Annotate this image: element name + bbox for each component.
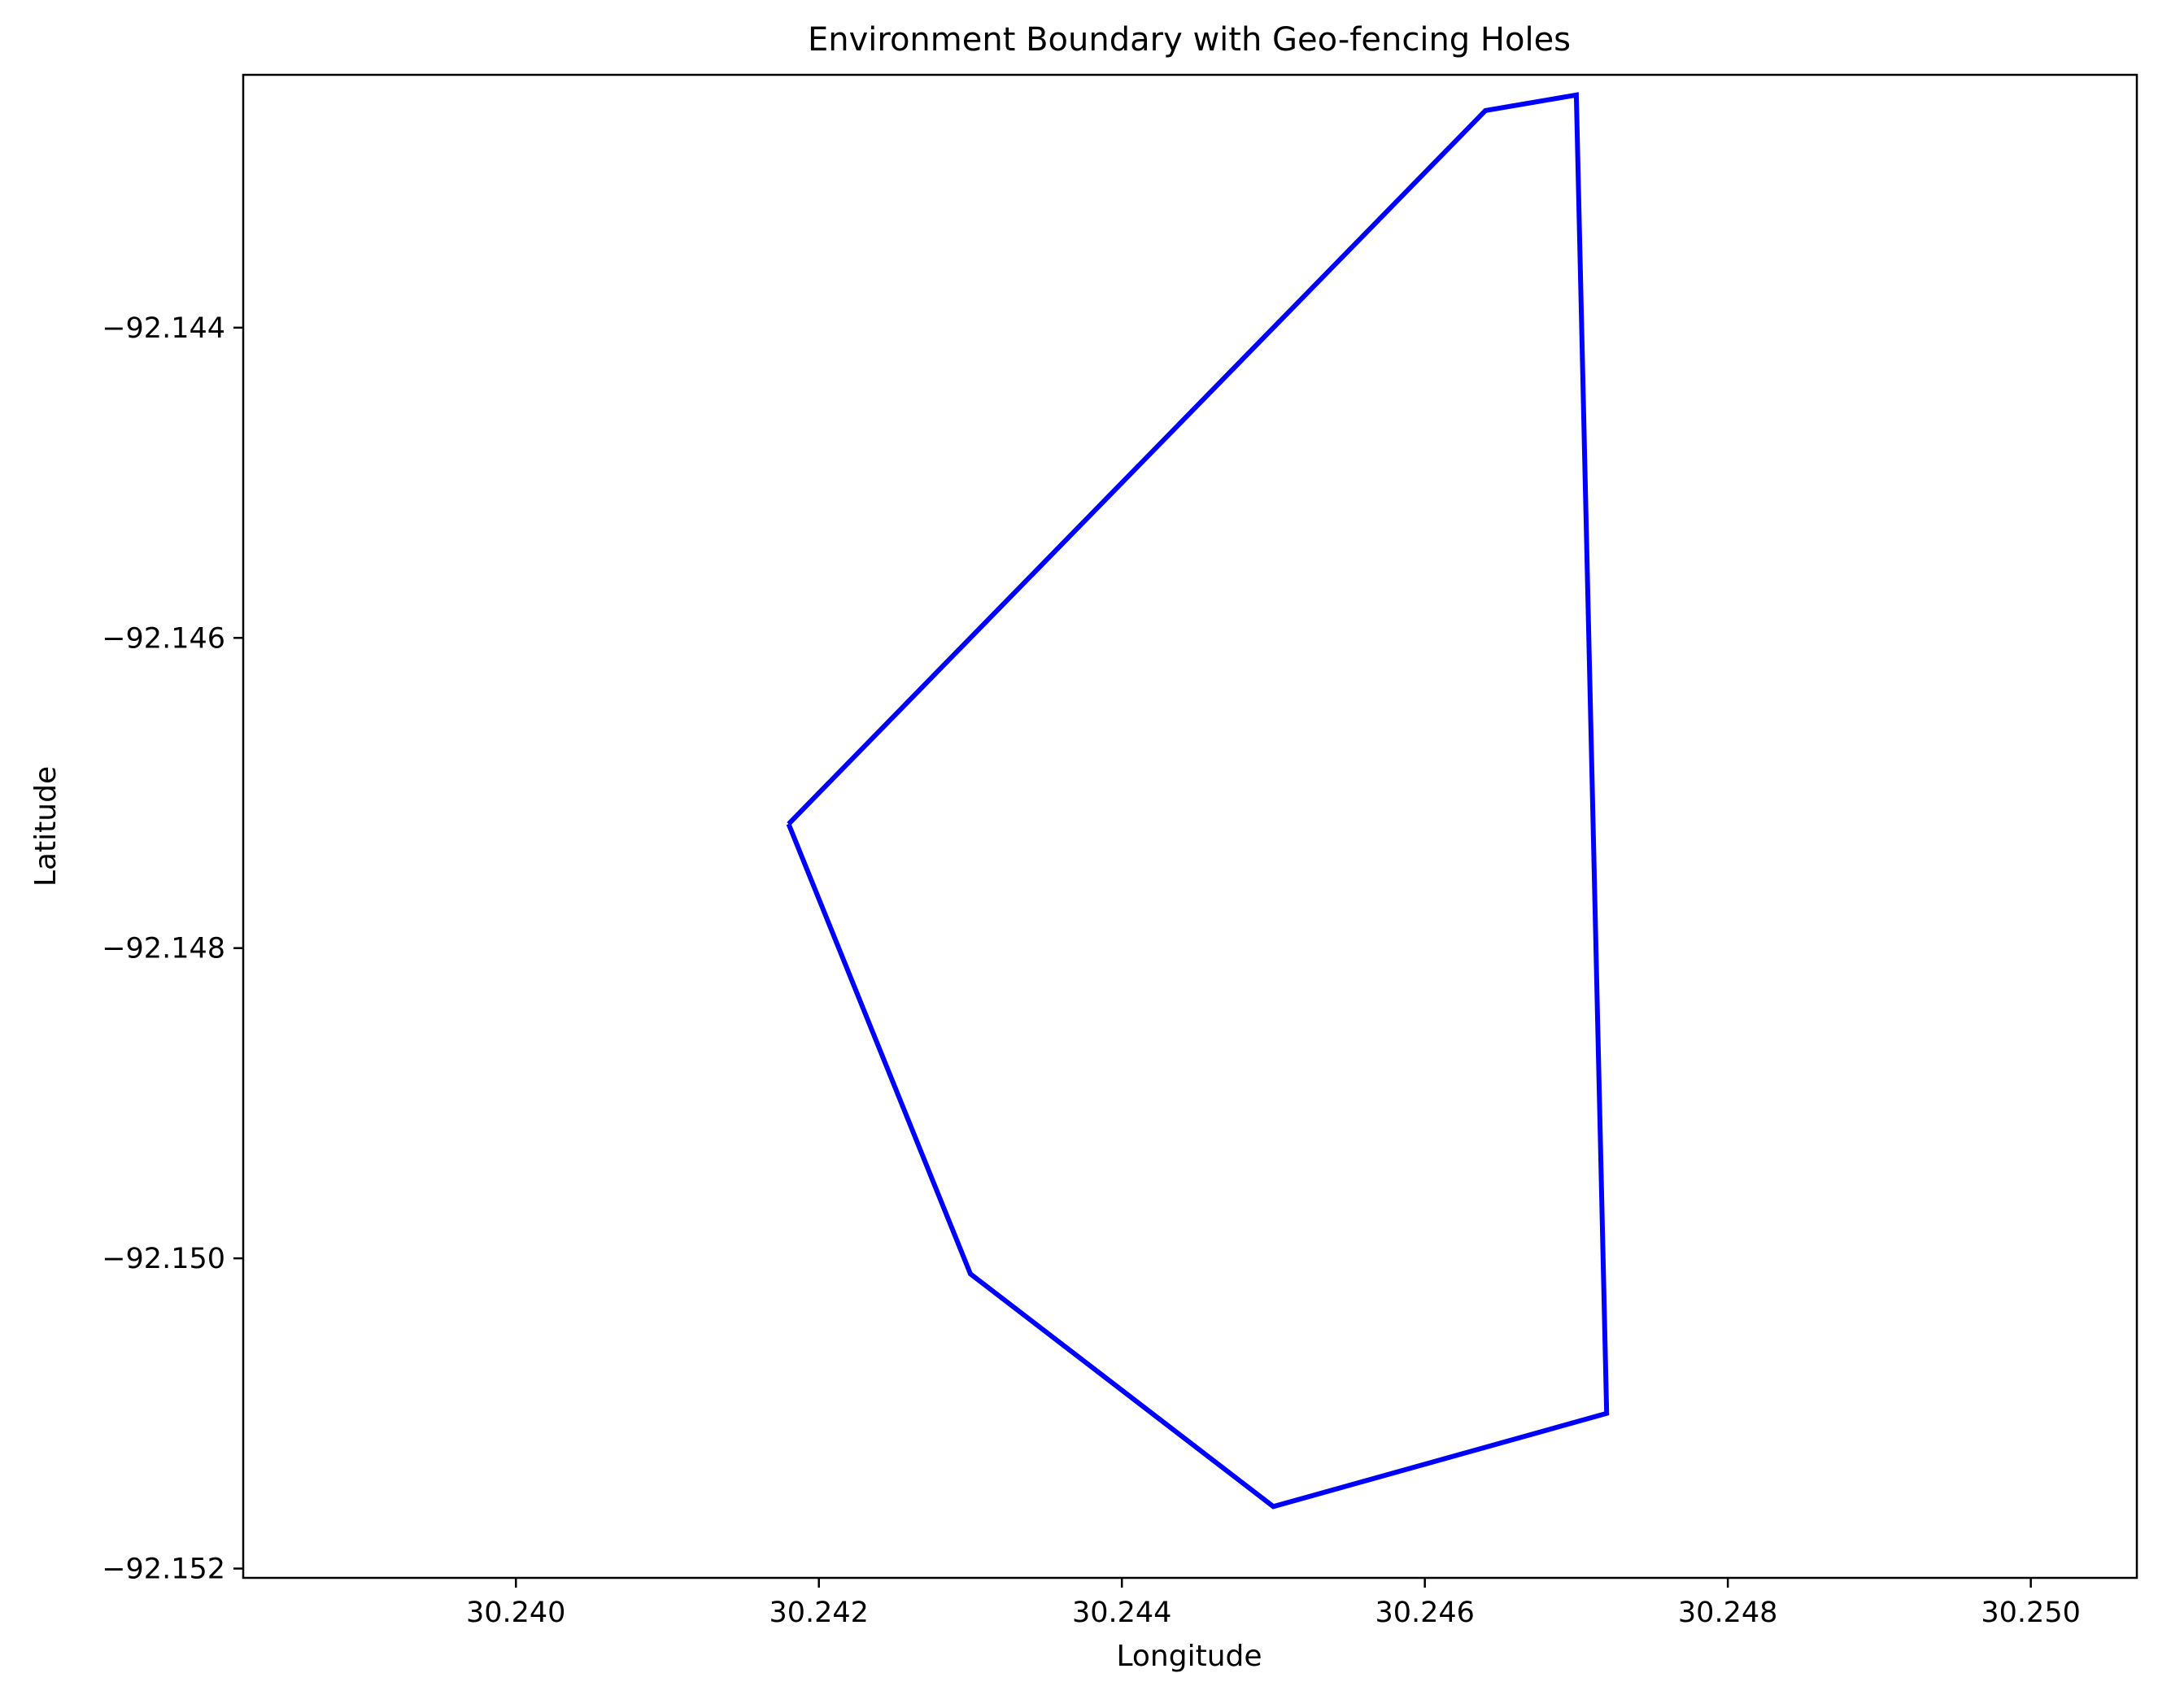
y-tick-label: −92.144 — [102, 312, 225, 345]
y-tick-label: −92.152 — [102, 1553, 225, 1586]
y-tick-label: −92.150 — [102, 1243, 225, 1275]
chart-title: Environment Boundary with Geo-fencing Ho… — [808, 21, 1571, 59]
x-tick-label: 30.240 — [466, 1597, 565, 1629]
y-axis-label: Latitude — [29, 766, 63, 887]
x-tick-label: 30.250 — [1981, 1597, 2080, 1629]
y-tick-label: −92.146 — [102, 622, 225, 655]
x-tick-label: 30.248 — [1678, 1597, 1777, 1629]
axes-frame — [242, 73, 2138, 1579]
axis-ticks: 30.240 30.242 30.244 30.246 30.248 30.250 −92.… — [102, 312, 2081, 1629]
y-tick-label: −92.148 — [102, 933, 225, 965]
x-tick-label: 30.242 — [769, 1597, 868, 1629]
boundary-line-0 — [786, 92, 1610, 1510]
x-axis-label: Longitude — [1116, 1640, 1262, 1673]
x-tick-label: 30.244 — [1072, 1597, 1171, 1629]
x-tick-label: 30.246 — [1375, 1597, 1474, 1629]
plot-area — [786, 92, 1610, 1510]
